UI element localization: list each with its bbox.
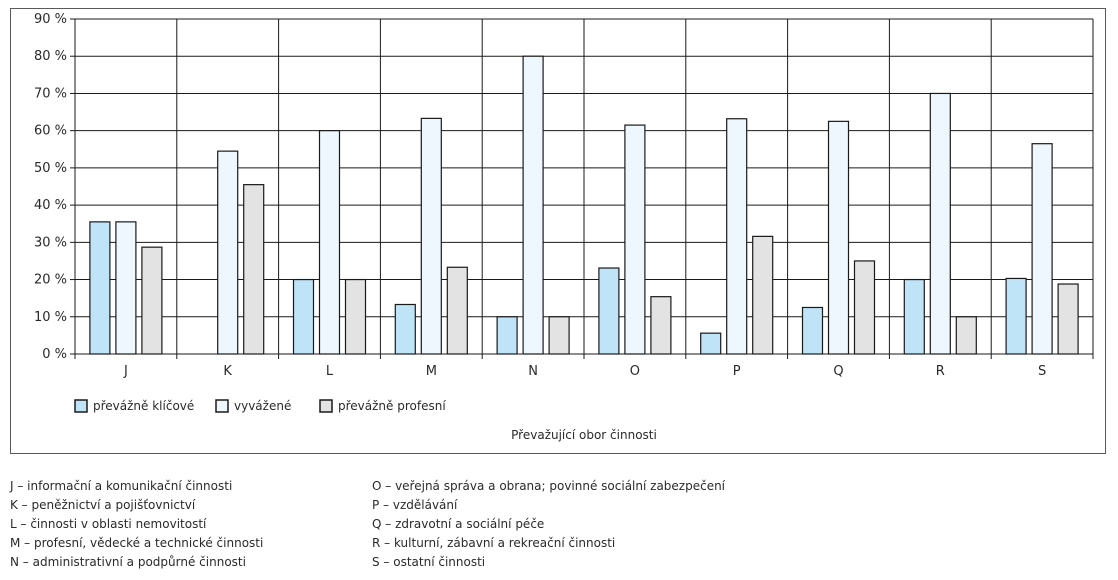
y-tick-label: 30 % (34, 235, 67, 250)
bar-S-series-2 (1031, 143, 1053, 355)
bar-Q-series-2 (827, 120, 850, 355)
bar-K-series-3 (243, 184, 265, 355)
notes-right-column: O – veřejná správa a obrana; povinné soc… (372, 477, 1106, 572)
y-tick-label: 90 % (34, 12, 67, 27)
category-notes: J – informační a komunikační činnosti K … (10, 477, 1106, 577)
x-category-label: O (630, 364, 640, 379)
y-tick-label: 50 % (34, 161, 67, 176)
y-tick-label: 0 % (42, 347, 67, 362)
bar-S-series-1 (1005, 277, 1027, 355)
x-axis-label: Převažující obor činnosti (511, 428, 657, 442)
bar-M-series-2 (420, 117, 442, 355)
bar-P-series-2 (726, 118, 748, 355)
x-category-label: Q (833, 364, 843, 379)
bar-Q-series-1 (801, 306, 824, 355)
y-tick-label: 20 % (34, 273, 67, 288)
note-item: P – vzdělávání (372, 498, 458, 512)
grid-layer (70, 18, 1094, 359)
legend-swatch-3 (319, 399, 333, 413)
notes-left-column: J – informační a komunikační činnosti K … (10, 477, 370, 572)
bar-L-series-1 (292, 278, 315, 355)
x-categories-layer: J K L M N O P Q R S (123, 364, 1046, 379)
bar-J-series-3 (141, 246, 163, 355)
note-item: S – ostatní činnosti (372, 555, 486, 569)
bar-K-series-2 (217, 150, 239, 355)
legend-label-2: vyvážené (234, 399, 291, 413)
bar-O-series-1 (598, 267, 620, 355)
note-item: K – peněžnictví a pojišťovnictví (10, 498, 196, 512)
legend: převážně klíčové vyvážené převážně profesn… (74, 399, 446, 413)
bar-J-series-2 (115, 221, 137, 355)
bar-N-series-2 (522, 55, 544, 355)
note-item: L – činnosti v oblasti nemovitostí (10, 517, 207, 531)
note-item: J – informační a komunikační činnosti (10, 479, 233, 493)
y-tick-label: 10 % (34, 310, 67, 325)
bar-N-series-1 (496, 316, 518, 355)
y-tick-label: 60 % (34, 124, 67, 139)
bar-R-series-2 (929, 92, 951, 355)
bar-R-series-1 (903, 278, 925, 355)
x-category-label: R (936, 364, 945, 379)
y-tick-label: 40 % (34, 198, 67, 213)
bar-P-series-1 (700, 332, 722, 355)
bar-N-series-3 (548, 316, 570, 355)
x-category-label: N (528, 364, 538, 379)
bar-P-series-3 (752, 235, 774, 355)
note-item: N – administrativní a podpůrné činnosti (10, 555, 246, 569)
bar-M-series-1 (394, 303, 416, 355)
bar-O-series-2 (624, 124, 646, 355)
x-category-label: P (733, 364, 741, 379)
bar-Q-series-3 (853, 260, 876, 355)
bar-M-series-3 (446, 266, 468, 355)
legend-swatch-2 (215, 399, 229, 413)
y-ticks-layer: 0 % 10 % 20 % 30 % 40 % 50 % 60 % 70 % 80 % 90 % (34, 12, 67, 362)
note-item: O – veřejná správa a obrana; povinné soc… (372, 479, 726, 493)
y-tick-label: 70 % (34, 86, 67, 101)
note-item: M – profesní, vědecké a technické činnos… (10, 536, 264, 550)
bar-O-series-3 (650, 296, 672, 355)
bar-L-series-3 (344, 278, 367, 355)
x-category-label: S (1038, 364, 1046, 379)
chart-frame: 0 % 10 % 20 % 30 % 40 % 50 % 60 % 70 % 80 % 90 % … (10, 8, 1106, 454)
note-item: R – kulturní, zábavní a rekreační činnos… (372, 536, 616, 550)
x-category-label: L (326, 364, 334, 379)
legend-swatch-1 (74, 399, 88, 413)
note-item: Q – zdravotní a sociální péče (372, 517, 545, 531)
x-category-label: K (223, 364, 232, 379)
y-tick-label: 80 % (34, 49, 67, 64)
bars-layer (89, 55, 1079, 355)
bar-J-series-1 (89, 221, 111, 355)
x-category-label: M (426, 364, 437, 379)
bar-R-series-3 (955, 316, 977, 355)
legend-label-1: převážně klíčové (93, 399, 194, 413)
bar-S-series-3 (1057, 283, 1079, 355)
legend-label-3: převážně profesní (338, 399, 446, 413)
x-category-label: J (123, 364, 128, 379)
bar-L-series-2 (318, 130, 341, 355)
chart: 0 %10 %20 %30 %40 %50 %60 %70 %80 %90 % … (34, 12, 1094, 442)
